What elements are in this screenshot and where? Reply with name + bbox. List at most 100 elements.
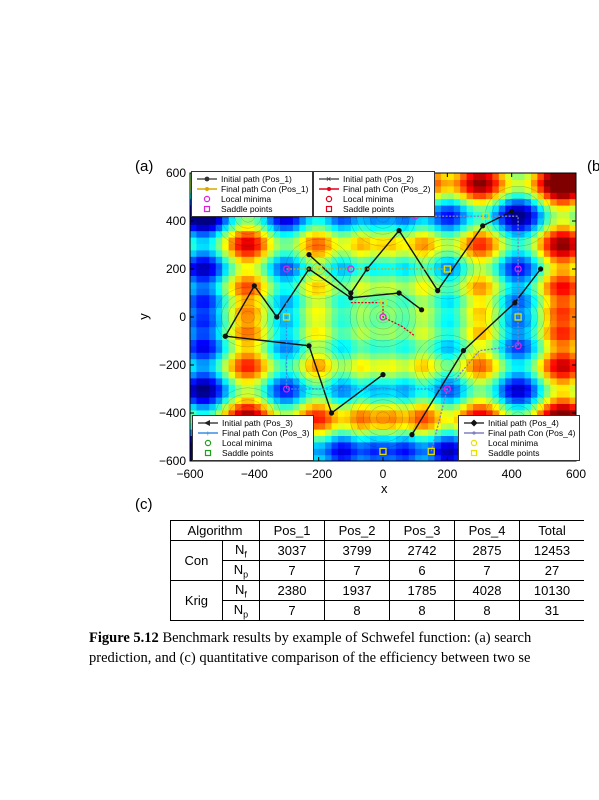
heatmap-cell — [350, 269, 358, 276]
heatmap-cell — [357, 352, 365, 360]
heatmap-cell — [408, 422, 416, 430]
heatmap-cell — [402, 403, 410, 411]
heatmap-cell — [215, 269, 223, 276]
heatmap-cell — [325, 409, 333, 417]
legend-item: Local minima — [343, 194, 394, 204]
heatmap-cell — [421, 313, 429, 321]
heatmap-cell — [473, 403, 481, 411]
heatmap-cell — [537, 326, 545, 334]
legend-pos-4: Initial path (Pos_4) Final path Con (Pos… — [458, 415, 581, 461]
heatmap-cell — [344, 345, 352, 353]
heatmap-cell — [325, 224, 333, 232]
heatmap-cell — [202, 403, 210, 411]
heatmap-cell — [312, 422, 320, 430]
heatmap-cell — [344, 365, 352, 372]
heatmap-cell — [524, 237, 532, 244]
heatmap-cell — [325, 377, 333, 385]
heatmap-cell — [209, 281, 217, 289]
heatmap-cell — [453, 256, 461, 264]
heatmap-cell — [312, 352, 320, 360]
heatmap-cell — [492, 390, 500, 398]
heatmap-cell — [215, 403, 223, 411]
legend-local-minima-icon — [196, 194, 218, 204]
heatmap-cell — [389, 365, 397, 372]
heatmap-cell — [530, 301, 538, 308]
heatmap-cell — [473, 249, 481, 257]
heatmap-cell — [312, 371, 320, 379]
heatmap-cell — [492, 281, 500, 289]
heatmap-cell — [190, 237, 198, 244]
heatmap-cell — [337, 269, 345, 276]
heatmap-cell — [337, 441, 345, 449]
heatmap-cell — [235, 256, 243, 264]
heatmap-cell — [550, 371, 558, 379]
heatmap-cell — [511, 237, 519, 244]
heatmap-cell — [312, 365, 320, 372]
heatmap-cell — [350, 403, 358, 411]
heatmap-cell — [434, 313, 442, 321]
heatmap-cell — [550, 384, 558, 392]
heatmap-cell — [428, 429, 436, 436]
heatmap-cell — [466, 384, 474, 392]
heatmap-cell — [312, 448, 320, 456]
heatmap-cell — [408, 313, 416, 321]
heatmap-cell — [363, 230, 371, 238]
heatmap-cell — [524, 192, 532, 200]
heatmap-cell — [260, 345, 268, 353]
heatmap-cell — [434, 358, 442, 366]
heatmap-cell — [318, 307, 326, 315]
heatmap-cell — [537, 230, 545, 238]
heatmap-cell — [196, 281, 204, 289]
heatmap-cell — [318, 371, 326, 379]
heatmap-cell — [498, 371, 506, 379]
heatmap-cell — [241, 339, 249, 347]
heatmap-cell — [235, 275, 243, 283]
heatmap-cell — [299, 230, 307, 238]
heatmap-cell — [325, 237, 333, 244]
heatmap-cell — [479, 403, 487, 411]
heatmap-cell — [485, 275, 493, 283]
heatmap-cell — [190, 371, 198, 379]
heatmap-cell — [280, 333, 288, 340]
table-header-row: Algorithm Pos_1 Pos_2 Pos_3 Pos_4 Total — [170, 520, 584, 541]
heatmap-cell — [247, 345, 255, 353]
heatmap-cell — [556, 377, 564, 385]
heatmap-cell — [215, 281, 223, 289]
heatmap-cell — [383, 403, 391, 411]
heatmap-cell — [247, 307, 255, 315]
heatmap-cell — [331, 429, 339, 436]
heatmap-cell — [215, 320, 223, 328]
heatmap-cell — [550, 198, 558, 206]
heatmap-cell — [505, 409, 513, 417]
heatmap-cell — [505, 358, 513, 366]
heatmap-cell — [492, 326, 500, 334]
heatmap-cell — [505, 377, 513, 385]
heatmap-cell — [530, 211, 538, 219]
heatmap-cell — [518, 281, 526, 289]
heatmap-cell — [202, 243, 210, 251]
heatmap-cell — [402, 275, 410, 283]
heatmap-cell — [479, 294, 487, 302]
heatmap-cell — [299, 307, 307, 315]
heatmap-cell — [485, 313, 493, 321]
heatmap-cell — [260, 294, 268, 302]
heatmap-cell — [569, 320, 576, 328]
heatmap-cell — [550, 409, 558, 417]
heatmap-cell — [440, 448, 448, 456]
y-tick-label: 200 — [165, 262, 186, 276]
heatmap-cell — [202, 281, 210, 289]
heatmap-cell — [286, 256, 294, 264]
heatmap-cell — [428, 384, 436, 392]
header-cell: Pos_2 — [324, 520, 390, 541]
heatmap-cell — [370, 262, 378, 270]
heatmap-cell — [453, 173, 461, 180]
heatmap-cell — [312, 384, 320, 392]
heatmap-cell — [196, 262, 204, 270]
heatmap-cell — [524, 307, 532, 315]
heatmap-cell — [421, 422, 429, 430]
heatmap-cell — [479, 377, 487, 385]
heatmap-cell — [196, 397, 204, 404]
heatmap-cell — [273, 217, 281, 225]
heatmap-cell — [505, 185, 513, 193]
heatmap-cell — [402, 345, 410, 353]
